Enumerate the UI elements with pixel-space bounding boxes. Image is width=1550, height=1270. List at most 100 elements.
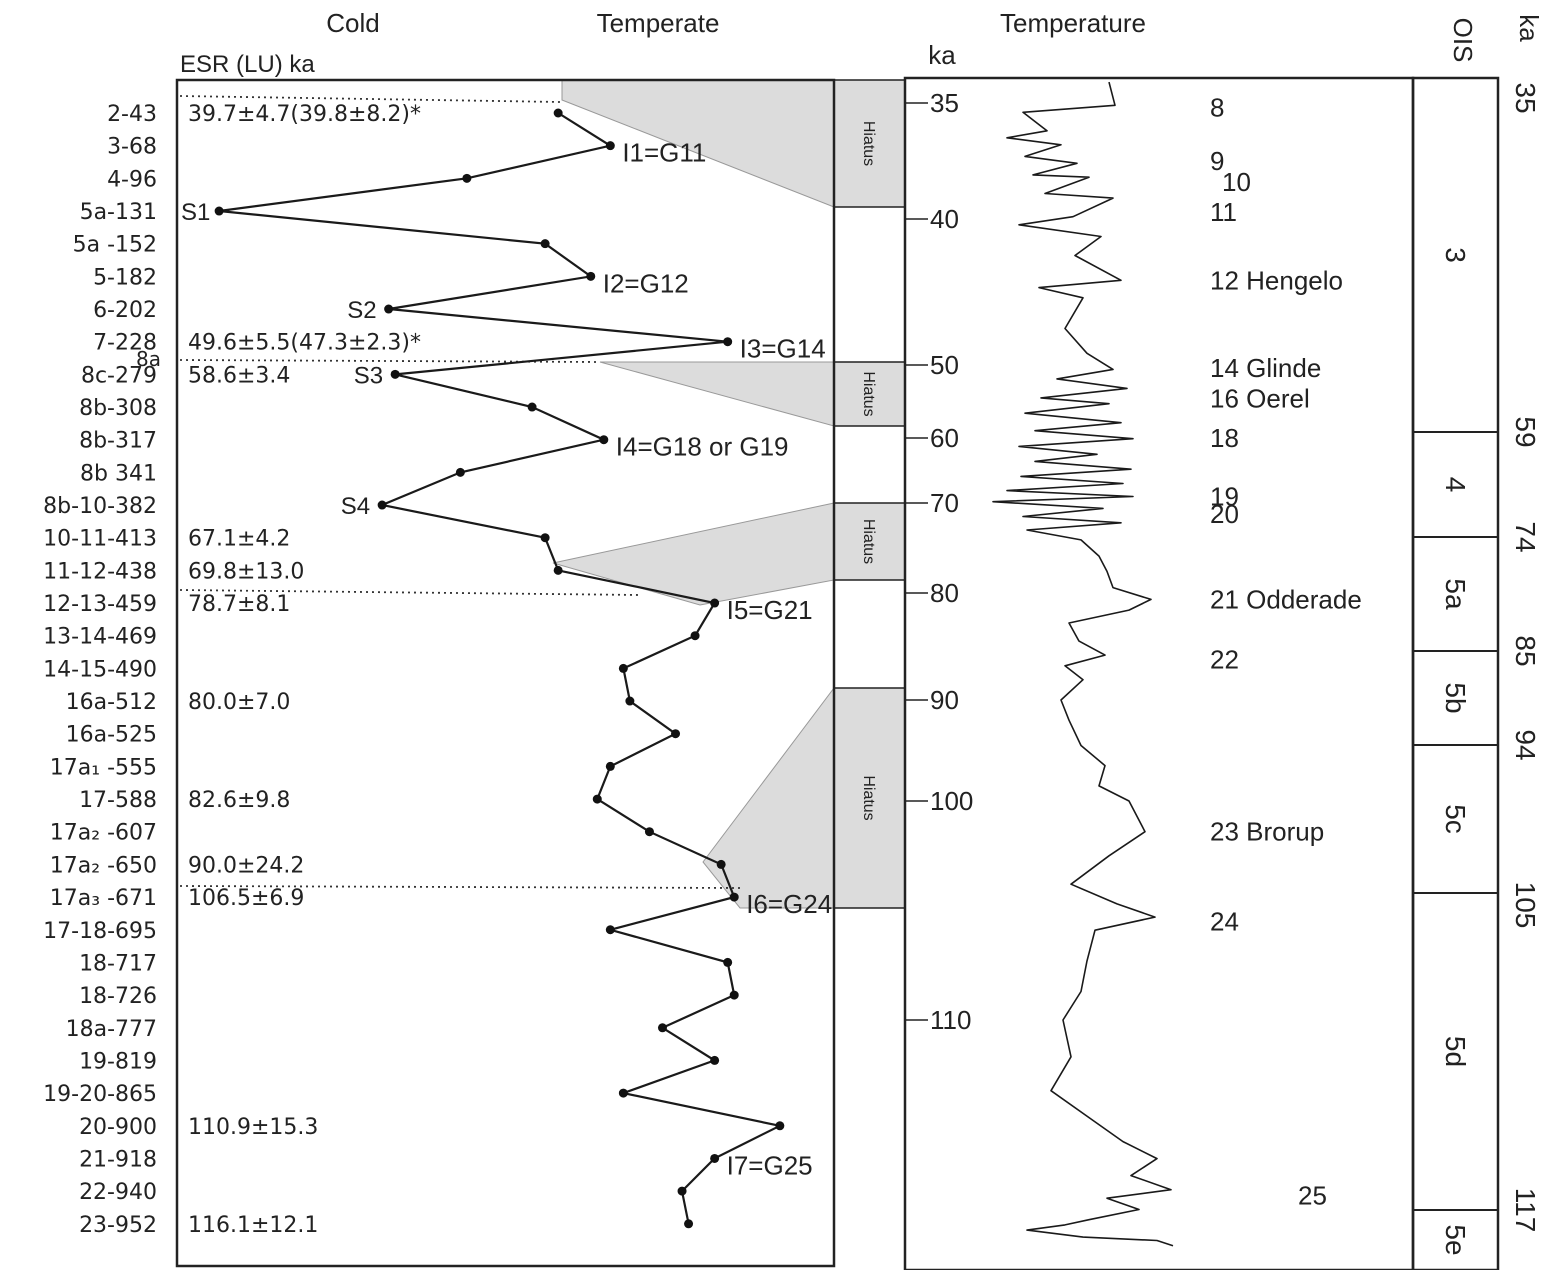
temperature-index-point (377, 500, 387, 510)
ka-tick-label: 110 (930, 1005, 971, 1035)
ka-tick-label: 50 (930, 350, 959, 380)
sample-label: 12-13-459 (43, 592, 157, 617)
sample-label: 5a -152 (73, 233, 157, 258)
sample-label: 21-918 (79, 1147, 157, 1172)
ois-stage-label: 4 (1440, 477, 1471, 493)
temperature-index-point (540, 533, 550, 543)
stadial-label: S3 (354, 362, 383, 389)
temperature-index-point (592, 794, 602, 804)
temperature-index-point (671, 729, 681, 739)
temperature-index-point (690, 631, 700, 641)
ois-boundary-age: 59 (1510, 416, 1541, 447)
sample-label: 17-18-695 (43, 919, 157, 944)
ois-stage-label: 5b (1440, 682, 1471, 713)
sample-label: 8b 341 (80, 461, 157, 486)
esr-date: 116.1±12.1 (188, 1213, 318, 1238)
interstadial-label: 19 (1210, 482, 1239, 512)
hiatus-label: Hiatus (860, 121, 877, 166)
ois-boundary-age: 85 (1510, 635, 1541, 666)
ois-stage-label: 5c (1440, 804, 1471, 834)
temperature-index-point (644, 827, 654, 837)
ois-stage-label: 3 (1440, 247, 1471, 263)
interstadial-peak-label: I2=G12 (603, 268, 689, 298)
ka-tick-label: 90 (930, 685, 959, 715)
temperature-index-point (214, 206, 224, 216)
temperature-index-point (625, 696, 635, 706)
ka-tick-label: 100 (930, 786, 973, 816)
temperature-index-point (455, 467, 465, 477)
interstadial-peak-label: I5=G21 (727, 595, 813, 625)
temperature-index-point (390, 369, 400, 379)
sample-label: 16a-525 (66, 723, 157, 748)
hiatus-wedge (599, 361, 835, 427)
sample-label: 2-43 (107, 102, 157, 127)
sample-label: 16a-512 (66, 690, 157, 715)
stadial-label: S4 (341, 493, 370, 520)
sample-label: 22-940 (79, 1180, 157, 1205)
stadial-label: S1 (181, 199, 210, 226)
sample-label: 23-952 (79, 1213, 157, 1238)
ois-boundary-age: 105 (1510, 882, 1541, 929)
ois-stage-label: 5d (1440, 1036, 1471, 1067)
sample-label: 18-717 (79, 951, 157, 976)
sample-label: 18a-777 (66, 1017, 157, 1042)
interstadial-peak-label: I7=G25 (727, 1150, 813, 1180)
temperature-index-point (684, 1219, 694, 1229)
sample-label: 18-726 (79, 984, 157, 1009)
interstadial-peak-label: I1=G11 (622, 138, 706, 168)
esr-header: ESR (LU) ka (180, 51, 315, 78)
esr-date: 67.1±4.2 (188, 527, 290, 552)
hiatus-box (833, 687, 906, 909)
connector-lines (179, 95, 741, 889)
right-panel-frame (903, 76, 1415, 1270)
sample-label: 17a₂ -650 (50, 853, 157, 878)
sample-label: 14-15-490 (43, 657, 157, 682)
sample-label: 17a₂ -607 (50, 821, 157, 846)
hiatus-zones: Hiatus Hiatus Hiatus Hiatus (552, 79, 906, 909)
sample-8a-label: 8a (136, 347, 161, 371)
esr-dates: 39.7±4.7(39.8±8.2)* 49.6±5.5(47.3±2.3)* 58… (188, 102, 421, 1238)
interstadial-label: 25 (1298, 1180, 1327, 1210)
temperature-index-point (657, 1023, 667, 1033)
sample-label: 19-819 (79, 1049, 157, 1074)
interstadial-label: 11 (1210, 197, 1237, 227)
interstadial-label: 20 (1210, 499, 1239, 529)
ois-boundary-age: 117 (1510, 1188, 1541, 1233)
interstadial-peak-label: I4=G18 or G19 (616, 432, 789, 462)
sample-label: 8b-10-382 (43, 494, 157, 519)
sample-label: 17a₁ -555 (50, 755, 157, 780)
temperature-index-point (710, 598, 720, 608)
esr-date: 69.8±13.0 (188, 559, 304, 584)
hiatus-wedge (702, 686, 835, 909)
temperature-curve-line (992, 81, 1174, 1247)
sample-label: 6-202 (93, 298, 157, 323)
esr-date: 80.0±7.0 (188, 690, 290, 715)
hiatus-label: Hiatus (860, 519, 877, 564)
sample-label: 17a₃ -671 (50, 886, 157, 911)
interstadial-label: 16 Oerel (1210, 384, 1310, 414)
sample-label: 10-11-413 (43, 527, 157, 552)
ois-age-unit: ka (1514, 14, 1544, 42)
hiatus-wedge (552, 502, 835, 606)
temperature-index-point (599, 435, 609, 445)
sample-label: 8b-317 (79, 429, 157, 454)
interstadial-label: 14 Glinde (1210, 353, 1321, 383)
left-panel-frame (175, 78, 836, 1268)
temperature-index-point (618, 663, 628, 673)
ka-tick-label: 40 (930, 204, 959, 234)
temperature-index-point (586, 271, 596, 281)
ois-header: OIS (1448, 18, 1478, 63)
temperature-index-point (723, 957, 733, 967)
interstadial-label: 22 (1210, 644, 1239, 674)
esr-date: 82.6±9.8 (188, 788, 290, 813)
esr-date: 78.7±8.1 (188, 592, 290, 617)
temperature-index-line (218, 112, 784, 1225)
temperature-index-point (553, 108, 563, 118)
dotted-connector (179, 359, 601, 363)
ka-tick-label: 35 (930, 88, 959, 118)
ois-boundary-age: 35 (1510, 82, 1541, 113)
esr-date: 110.9±15.3 (188, 1115, 318, 1140)
esr-date: 49.6±5.5(47.3±2.3)* (188, 331, 421, 356)
temperature-index-point (540, 239, 550, 249)
sample-label: 19-20-865 (43, 1082, 157, 1107)
